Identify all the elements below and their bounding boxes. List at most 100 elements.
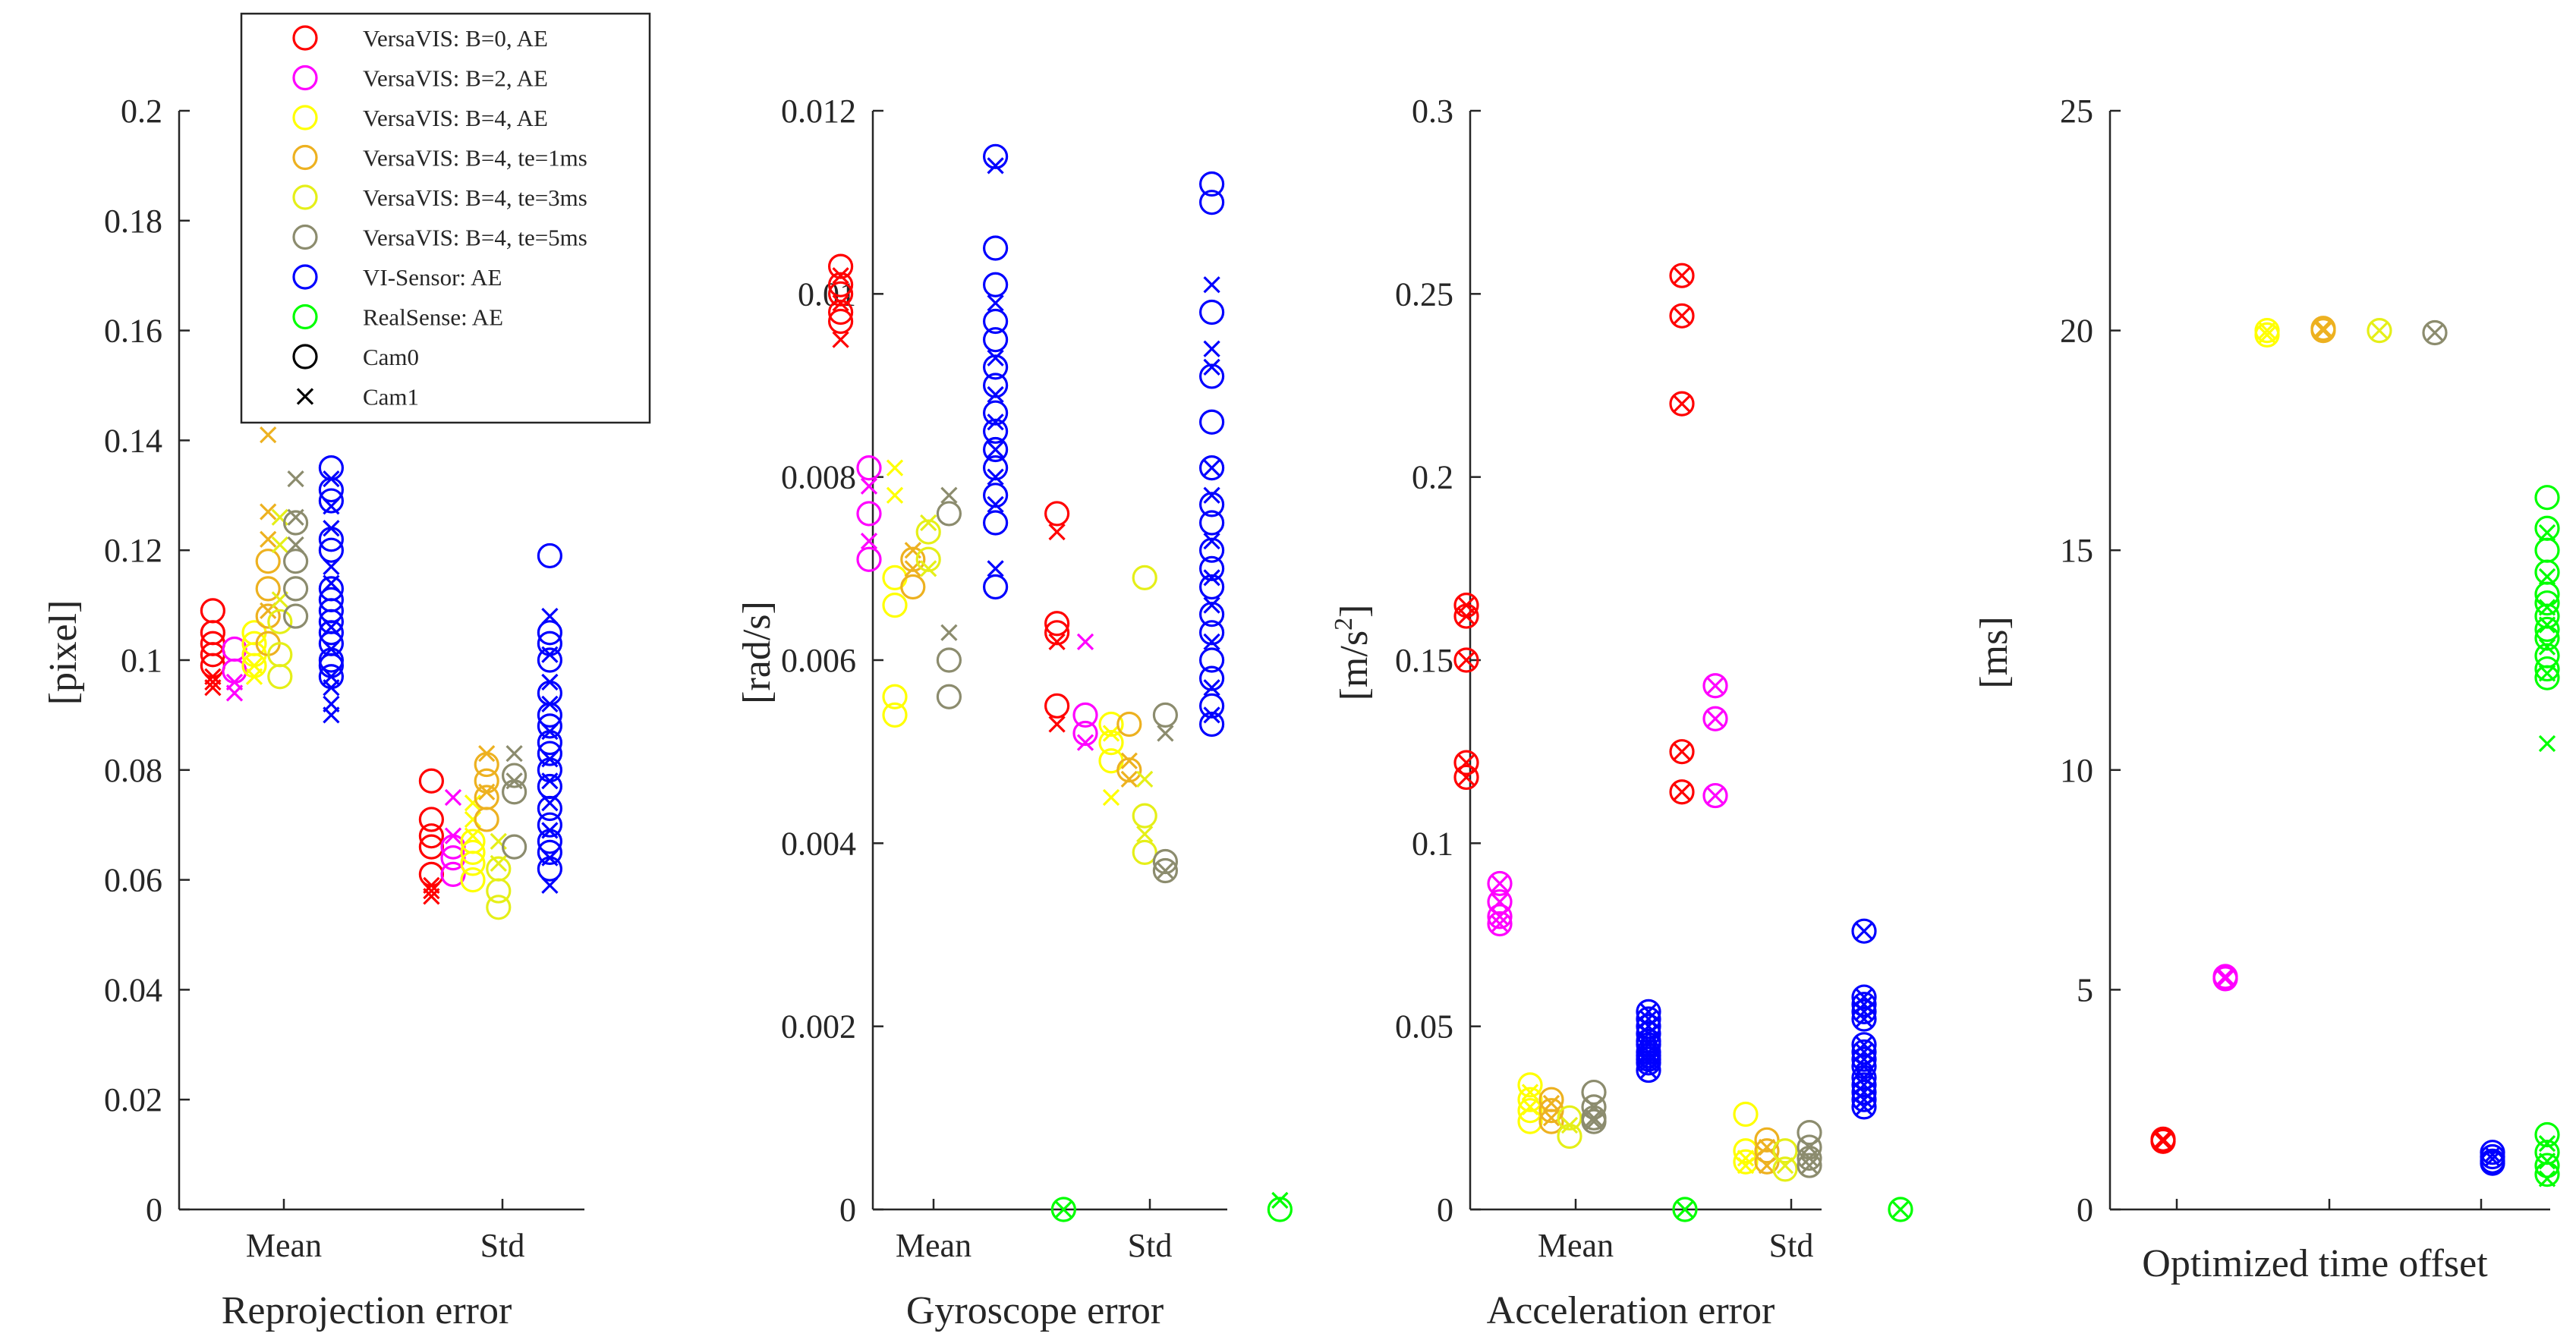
point-cam1-vi-sensor-ae [1855,1084,1873,1101]
legend-entry-versavis-b-0-ae-marker [292,25,318,51]
point-cam0-vi-sensor-ae [537,795,563,822]
y-tick-label: 0.1 [121,642,162,679]
point-cam0-vi-sensor-ae [1198,171,1225,197]
point-cam0-vi-sensor-ae [1851,1039,1877,1065]
point-cam1-vi-sensor-ae [1855,1043,1873,1061]
point-cam0-versavis-b-0-ae [827,299,854,326]
point-cam0-vi-sensor-ae [1851,1094,1877,1120]
point-cam1-vi-sensor-ae [541,876,559,894]
point-cam0-realsense-ae [1672,1197,1698,1222]
point-cam1-vi-sensor-ae [1203,358,1220,376]
point-cam0-versavis-b-4-te-1ms [1538,1098,1564,1124]
point-cam1-versavis-b-4-te-1ms [2314,319,2332,337]
point-cam0-vi-sensor-ae [982,400,1009,426]
point-cam0-versavis-b-4-ae [1733,1149,1759,1175]
legend-entry-versavis-b-4-te-3ms-label: VersaVIS: B=4, te=3ms [363,184,587,211]
point-cam1-vi-sensor-ae [541,750,559,768]
point-cam1-vi-sensor-ae [541,822,559,839]
point-cam1-vi-sensor-ae [987,385,1004,404]
point-cam0-realsense-ae [1888,1197,1913,1222]
point-cam0-versavis-b-4-te-3ms [1132,839,1157,866]
point-cam0-vi-sensor-ae [982,436,1009,463]
point-cam1-versavis-b-2-ae [444,827,462,844]
point-cam1-versavis-b-4-te-5ms [287,536,304,554]
y-tick-label: 0.008 [781,459,856,496]
point-cam1-versavis-b-4-te-1ms [2314,322,2332,339]
point-cam1-versavis-b-2-ae [1491,875,1509,892]
point-cam1-realsense-ae [2538,599,2556,616]
panels: 0 0.02 0.04 0.06 0.08 0.1 0.12 0.14 0.16 0.18 0.2 M… [42,93,2560,1332]
y-tick-label: 0.04 [104,971,162,1008]
point-cam1-versavis-b-2-ae [1076,633,1094,650]
point-cam0-realsense-ae [2534,616,2560,643]
y-tick-label: 0.012 [781,93,856,130]
legend-entry-cam0: Cam0 [292,344,419,370]
point-cam0-versavis-b-0-ae [1044,620,1070,646]
point-cam1-versavis-b-4-te-3ms [1136,770,1154,788]
point-cam0-realsense-ae [1050,1197,1076,1222]
legend-entry-versavis-b-4-ae-label: VersaVIS: B=4, AE [363,105,548,131]
point-cam1-vi-sensor-ae [541,646,559,663]
point-cam1-vi-sensor-ae [1203,706,1220,724]
point-cam0-vi-sensor-ae [982,354,1009,380]
point-cam1-versavis-b-4-ae [2258,326,2276,344]
point-cam1-realsense-ae [2538,638,2556,656]
point-cam1-vi-sensor-ae [987,157,1004,175]
point-cam0-realsense-ae [2534,1121,2560,1148]
point-cam1-versavis-b-4-te-5ms [940,624,958,641]
point-cam1-versavis-b-2-ae [1706,677,1724,694]
point-cam0-versavis-b-2-ae [1072,702,1098,728]
point-cam0-versavis-b-0-ae [827,253,854,279]
point-cam1-versavis-b-0-ae [832,267,849,285]
point-cam0-versavis-b-4-te-1ms [1538,1109,1564,1134]
point-cam1-vi-sensor-ae [1203,486,1220,504]
point-cam1-versavis-b-4-te-1ms [478,744,496,763]
point-cam0-versavis-b-4-te-3ms [915,546,941,572]
x-tick-label-std: Std [1128,1227,1173,1264]
point-cam0-vi-sensor-ae [1198,492,1225,517]
point-cam0-versavis-b-0-ae [418,768,445,794]
point-cam0-versavis-b-4-ae [1098,729,1124,756]
point-cam0-versavis-b-4-te-5ms [1581,1079,1607,1106]
point-cam1-versavis-b-0-ae [832,294,849,312]
point-cam0-versavis-b-4-ae [1733,1138,1759,1164]
point-cam1-realsense-ae [1271,1191,1289,1209]
point-cam1-versavis-b-4-ae [1102,725,1120,742]
point-cam1-versavis-b-4-te-3ms [1136,826,1154,843]
point-cam1-versavis-b-0-ae [1457,769,1475,786]
y-tick-label: 0.06 [104,862,162,899]
x-tick-label-std: Std [480,1227,525,1264]
point-cam1-realsense-ae [2538,734,2556,753]
point-cam0-versavis-b-4-ae [460,839,486,866]
x-axis-label: Gyroscope error [906,1289,1164,1332]
point-cam1-vi-sensor-ae [541,794,559,812]
point-cam0-versavis-b-4-te-1ms [1116,757,1142,783]
point-cam0-vi-sensor-ae [982,373,1009,398]
point-cam0-versavis-b-4-te-1ms [2310,316,2336,341]
point-cam0-vi-sensor-ae [537,812,563,838]
point-cam0-vi-sensor-ae [1198,537,1225,563]
point-cam0-vi-sensor-ae [1198,693,1225,719]
point-cam1-vi-sensor-ae [323,558,340,576]
point-cam0-versavis-b-4-te-5ms [501,763,527,788]
legend-entry-versavis-b-0-ae: VersaVIS: B=0, AE [292,25,548,52]
y-tick-label: 20 [2060,313,2093,350]
point-cam0-vi-sensor-ae [982,327,1009,353]
legend-entry-versavis-b-4-te-3ms: VersaVIS: B=4, te=3ms [292,184,587,211]
point-cam1-vi-sensor-ae [1203,569,1220,587]
y-tick-label: 0.08 [104,752,162,789]
point-cam0-versavis-b-4-te-5ms [1797,1120,1822,1146]
point-cam0-vi-sensor-ae [982,308,1009,335]
point-cam1-versavis-b-0-ae [1457,754,1475,772]
point-cam1-vi-sensor-ae [541,849,559,867]
point-cam0-versavis-b-4-te-5ms [283,603,309,629]
point-cam1-realsense-ae [1055,1200,1072,1219]
point-cam1-versavis-b-4-te-3ms [1560,1116,1579,1134]
point-cam1-vi-sensor-ae [541,722,559,741]
point-cam1-vi-sensor-ae [1855,988,1873,1006]
point-cam0-versavis-b-4-ae [882,684,908,709]
y-tick-label: 0.02 [104,1081,162,1118]
point-cam1-vi-sensor-ae [1203,633,1220,650]
y-tick-label: 15 [2060,532,2093,569]
point-cam0-vi-sensor-ae [1198,555,1225,581]
